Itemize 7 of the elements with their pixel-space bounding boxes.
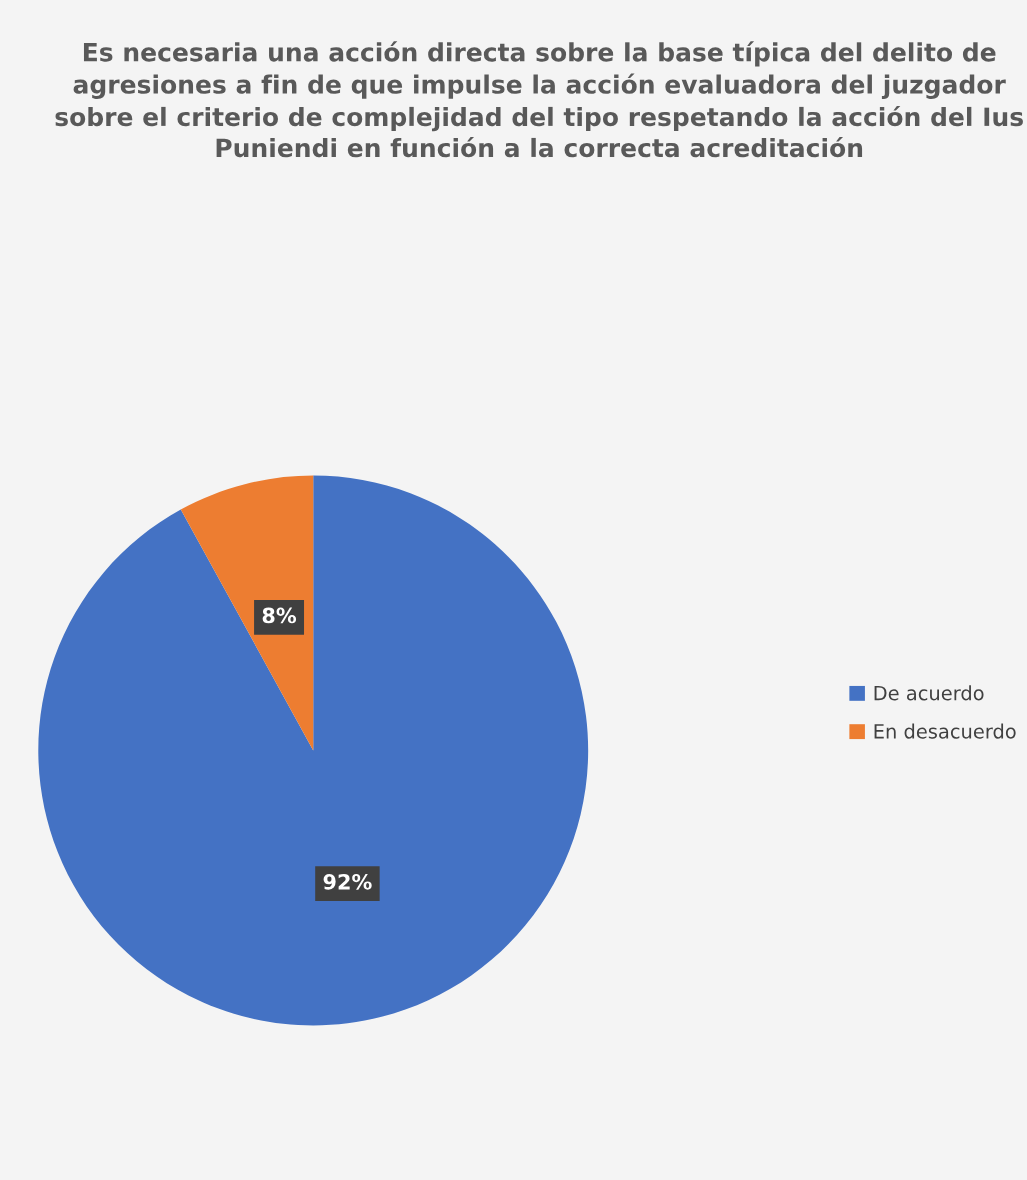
legend-label: En desacuerdo (874, 723, 1016, 739)
pie-slice (38, 475, 589, 1026)
legend-label: De acuerdo (874, 685, 984, 701)
data-label: 8% (262, 607, 297, 624)
pie-slice (180, 475, 314, 751)
data-label: 92% (323, 873, 372, 890)
chart-title: Es necesaria una acción directa sobre la base típica del delito de agresiones a fin de que impulse la acción evaluadora del juzgador sobre el criterio de complejidad del tipo respetando la acción del Ius Puniendi en función a la correcta acreditación (55, 41, 1023, 158)
